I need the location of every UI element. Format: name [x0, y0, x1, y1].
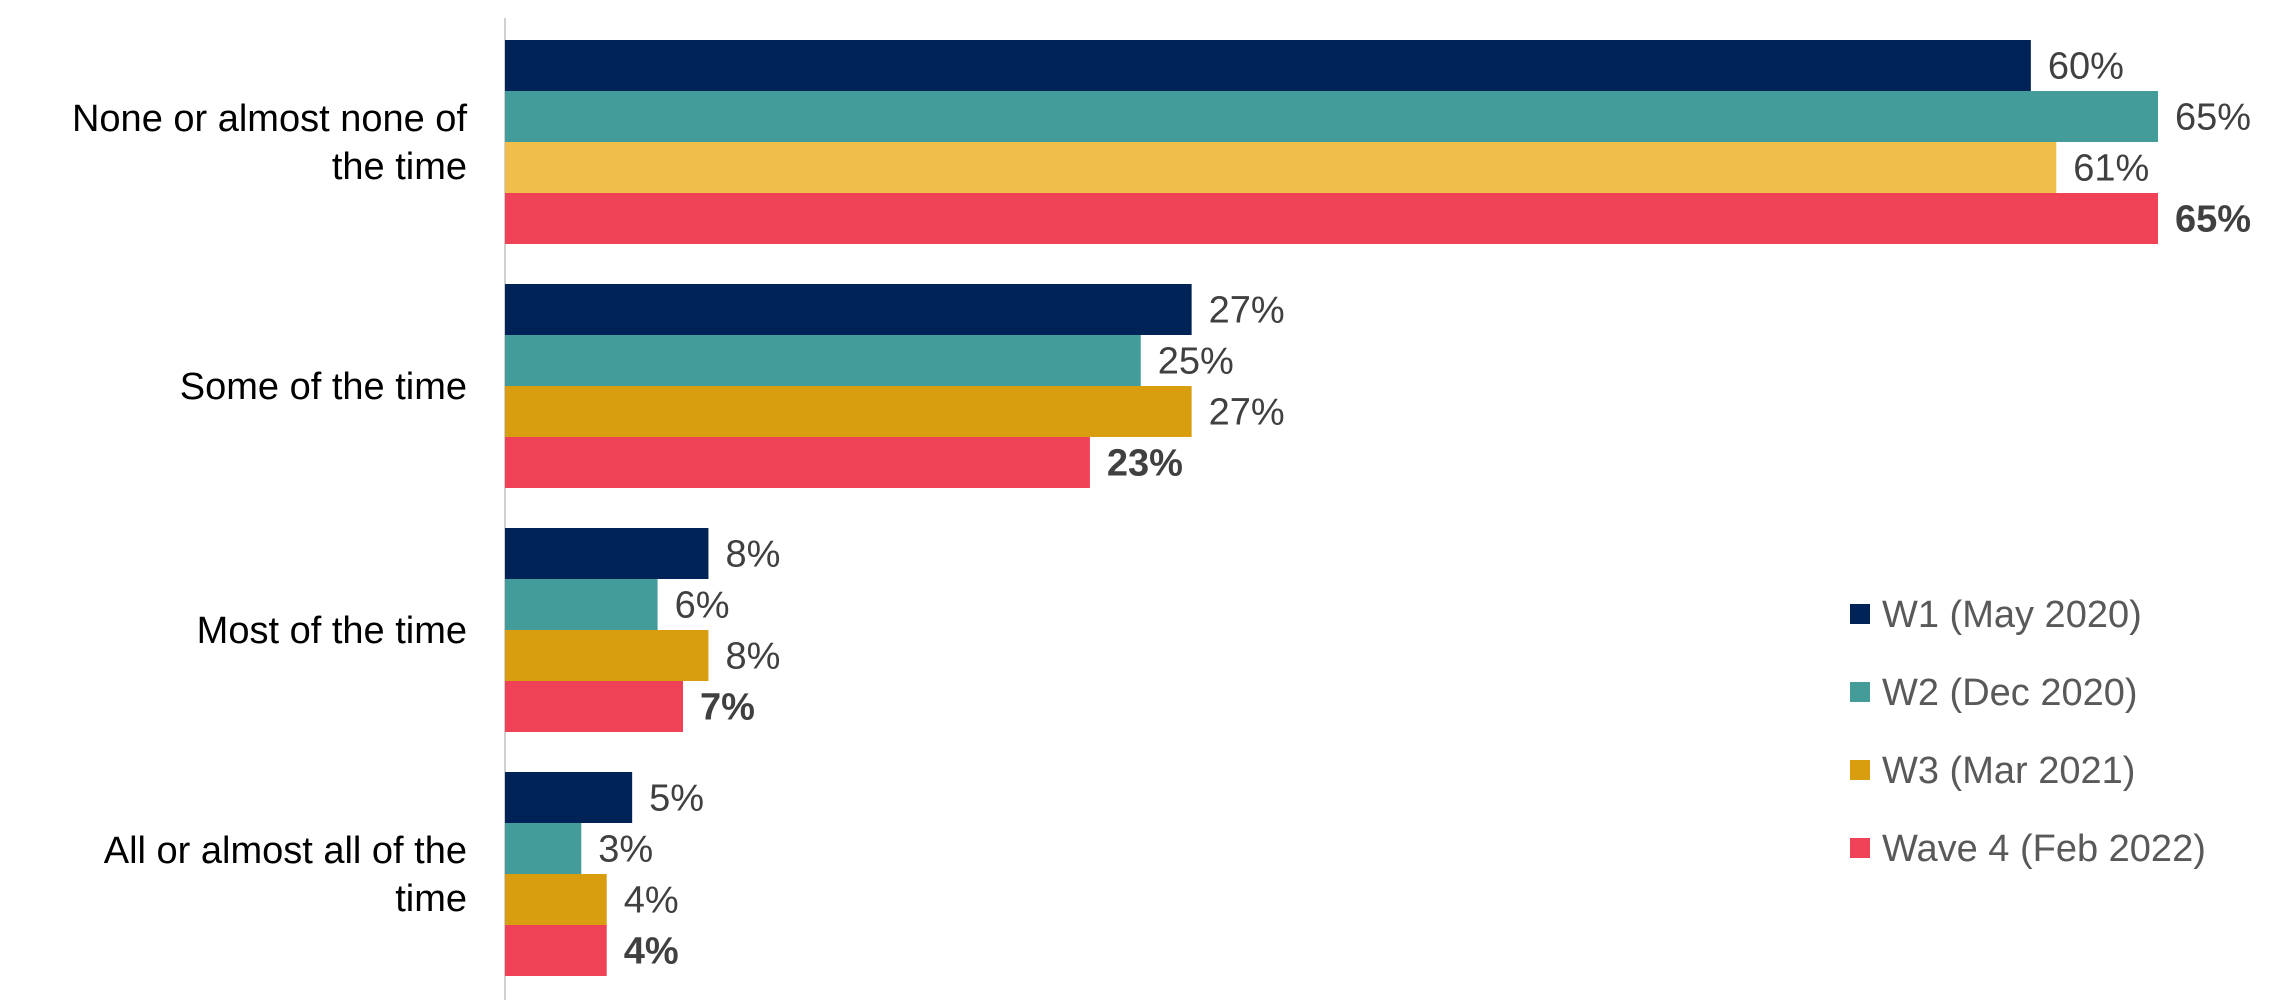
- bar-w1-may-2020-most-of-the-time: [505, 528, 709, 579]
- bar-w2-dec-2020-some-of-the-time: [505, 335, 1141, 386]
- legend-swatch-w2-dec-2020: [1850, 682, 1870, 702]
- bars-group: [505, 40, 2158, 976]
- bar-w1-may-2020-none-or-almost-none-of-the-time: [505, 40, 2031, 91]
- bar-w2-dec-2020-all-or-almost-all-of-the-time: [505, 823, 582, 874]
- category-label-some-of-the-time: Some of the time: [180, 366, 467, 408]
- legend-swatch-wave-4-feb-2022: [1850, 838, 1870, 858]
- data-label-w3-mar-2021-some-of-the-time: 27%: [1209, 392, 1285, 434]
- bar-w1-may-2020-all-or-almost-all-of-the-time: [505, 772, 633, 823]
- data-label-w2-dec-2020-some-of-the-time: 25%: [1158, 341, 1234, 383]
- category-label-all-or-almost-all-of-the-time: All or almost all of the time: [104, 830, 467, 920]
- data-label-w3-mar-2021-most-of-the-time: 8%: [725, 636, 780, 678]
- legend-swatch-w3-mar-2021: [1850, 760, 1870, 780]
- legend-label-w2-dec-2020: W2 (Dec 2020): [1882, 672, 2138, 714]
- legend: W1 (May 2020) W2 (Dec 2020) W3 (Mar 2021) W…: [1850, 594, 2206, 870]
- data-label-w3-mar-2021-all-or-almost-all-of-the-time: 4%: [624, 880, 679, 922]
- data-label-w2-dec-2020-none-or-almost-none-of-the-time: 65%: [2175, 97, 2251, 139]
- data-label-w2-dec-2020-most-of-the-time: 6%: [675, 585, 730, 627]
- bar-w2-dec-2020-most-of-the-time: [505, 579, 658, 630]
- bar-w3-mar-2021-all-or-almost-all-of-the-time: [505, 874, 607, 925]
- bar-w1-may-2020-some-of-the-time: [505, 284, 1192, 335]
- data-label-w3-mar-2021-none-or-almost-none-of-the-time: 61%: [2073, 148, 2149, 190]
- data-label-w1-may-2020-none-or-almost-none-of-the-time: 60%: [2048, 46, 2124, 88]
- bar-wave-4-feb-2022-all-or-almost-all-of-the-time: [505, 925, 607, 976]
- category-label-most-of-the-time: Most of the time: [197, 610, 467, 652]
- bar-wave-4-feb-2022-most-of-the-time: [505, 681, 684, 732]
- data-label-w1-may-2020-some-of-the-time: 27%: [1209, 290, 1285, 332]
- category-label-none-or-almost-none-of-the-time: None or almost none of the time: [72, 98, 467, 188]
- data-label-wave-4-feb-2022-all-or-almost-all-of-the-time: 4%: [624, 931, 679, 973]
- legend-label-w1-may-2020: W1 (May 2020): [1882, 594, 2142, 636]
- bar-wave-4-feb-2022-none-or-almost-none-of-the-time: [505, 193, 2158, 244]
- data-label-w1-may-2020-most-of-the-time: 8%: [725, 534, 780, 576]
- bar-w3-mar-2021-none-or-almost-none-of-the-time: [505, 142, 2057, 193]
- data-label-wave-4-feb-2022-none-or-almost-none-of-the-time: 65%: [2175, 199, 2251, 241]
- data-label-wave-4-feb-2022-most-of-the-time: 7%: [700, 687, 755, 729]
- data-label-wave-4-feb-2022-some-of-the-time: 23%: [1107, 443, 1183, 485]
- legend-label-w3-mar-2021: W3 (Mar 2021): [1882, 750, 2135, 792]
- bar-w3-mar-2021-some-of-the-time: [505, 386, 1192, 437]
- legend-label-wave-4-feb-2022: Wave 4 (Feb 2022): [1882, 828, 2206, 870]
- data-label-w1-may-2020-all-or-almost-all-of-the-time: 5%: [649, 778, 704, 820]
- bar-w3-mar-2021-most-of-the-time: [505, 630, 709, 681]
- bar-w2-dec-2020-none-or-almost-none-of-the-time: [505, 91, 2158, 142]
- bar-wave-4-feb-2022-some-of-the-time: [505, 437, 1090, 488]
- labels-group: None or almost none of the time 60% 65% 61% 6…: [72, 46, 2251, 973]
- data-label-w2-dec-2020-all-or-almost-all-of-the-time: 3%: [598, 829, 653, 871]
- legend-swatch-w1-may-2020: [1850, 604, 1870, 624]
